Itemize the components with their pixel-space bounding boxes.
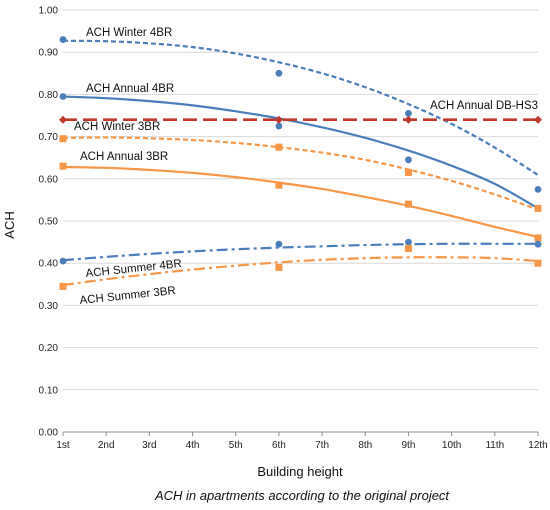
x-tick-label: 8th bbox=[358, 440, 372, 451]
y-tick-label: 0.00 bbox=[39, 428, 59, 439]
data-point-ach-summer-3br bbox=[275, 263, 283, 271]
x-tick-label: 2nd bbox=[98, 440, 115, 451]
data-point-ach-summer-3br bbox=[534, 259, 542, 267]
data-point-ach-winter-4br bbox=[534, 185, 542, 193]
data-point-ach-annual-db-hs3 bbox=[534, 115, 542, 124]
y-tick-label: 0.20 bbox=[39, 343, 59, 354]
data-point-ach-summer-3br bbox=[404, 244, 412, 252]
series-line-ach-annual-3br bbox=[62, 165, 539, 239]
series-label-ach-annual-3br: ACH Annual 3BR bbox=[80, 151, 168, 163]
x-tick-label: 11th bbox=[485, 440, 504, 451]
series-label-ach-winter-3br: ACH Winter 3BR bbox=[74, 121, 160, 133]
x-tick-label: 7th bbox=[315, 440, 329, 451]
series-line-ach-winter-4br bbox=[62, 39, 539, 176]
series-line-ach-winter-3br bbox=[62, 136, 539, 211]
data-point-ach-annual-4br bbox=[275, 122, 283, 130]
y-tick-label: 0.70 bbox=[39, 132, 59, 143]
x-tick-label: 3rd bbox=[142, 440, 156, 451]
y-tick-label: 1.00 bbox=[39, 6, 59, 17]
data-point-ach-annual-db-hs3 bbox=[274, 115, 283, 124]
y-tick-label: 0.80 bbox=[39, 90, 59, 101]
series-label-ach-winter-4br: ACH Winter 4BR bbox=[86, 27, 172, 39]
data-point-ach-winter-3br bbox=[59, 135, 67, 143]
series-label-ach-annual-db-hs3: ACH Annual DB-HS3 bbox=[430, 100, 538, 112]
data-point-ach-annual-4br bbox=[59, 93, 67, 100]
data-point-ach-winter-4br bbox=[275, 69, 283, 77]
data-point-ach-winter-3br bbox=[404, 168, 412, 176]
grid-layer bbox=[63, 9, 538, 433]
data-point-ach-summer-4br bbox=[275, 240, 283, 248]
x-axis-title: Building height bbox=[257, 464, 343, 479]
y-tick-label: 0.60 bbox=[39, 174, 59, 185]
data-point-ach-summer-4br bbox=[534, 240, 542, 248]
data-point-ach-annual-3br bbox=[404, 200, 412, 208]
data-point-ach-winter-3br bbox=[275, 143, 283, 151]
x-tick-label: 6th bbox=[272, 440, 286, 451]
axis-layer: 0.00 0.10 0.20 0.30 0.40 0.50 0.60 0.70 0.80 0.90… bbox=[39, 6, 548, 452]
label-layer: ACH Winter 4BR ACH Annual 4BR ACH Annual D… bbox=[74, 27, 538, 307]
data-point-ach-annual-db-hs3 bbox=[59, 115, 67, 124]
y-tick-label: 0.40 bbox=[39, 259, 59, 270]
y-tick-label: 0.10 bbox=[39, 385, 59, 396]
x-tick-label: 4th bbox=[186, 440, 200, 451]
data-point-ach-annual-3br bbox=[534, 234, 542, 242]
series-line-ach-annual-4br bbox=[62, 95, 539, 210]
data-point-ach-winter-3br bbox=[534, 204, 542, 212]
series-label-ach-annual-4br: ACH Annual 4BR bbox=[86, 83, 174, 95]
data-point-ach-summer-4br bbox=[59, 257, 67, 265]
x-tick-label: 9th bbox=[402, 440, 416, 451]
series-line-ach-summer-3br bbox=[62, 256, 539, 287]
y-tick-label: 0.50 bbox=[39, 217, 59, 228]
x-tick-label: 10th bbox=[442, 440, 461, 451]
y-axis-title: ACH bbox=[2, 211, 17, 238]
y-tick-label: 0.30 bbox=[39, 301, 59, 312]
x-tick-label: 5th bbox=[229, 440, 243, 451]
data-point-ach-winter-4br bbox=[405, 109, 412, 117]
data-point-ach-annual-3br bbox=[59, 162, 67, 170]
x-tick-label: 1st bbox=[56, 440, 70, 451]
data-point-ach-summer-3br bbox=[59, 282, 67, 290]
series-label-ach-summer-3br: ACH Summer 3BR bbox=[79, 285, 176, 307]
series-layer bbox=[59, 36, 542, 290]
series-line-ach-summer-4br bbox=[62, 242, 538, 262]
data-point-ach-annual-3br bbox=[275, 181, 283, 189]
data-point-ach-summer-4br bbox=[405, 238, 412, 246]
data-point-ach-annual-4br bbox=[405, 156, 412, 164]
data-point-ach-annual-db-hs3 bbox=[404, 115, 413, 124]
chart-caption: ACH in apartments according to the origi… bbox=[154, 488, 450, 503]
x-tick-label: 12th bbox=[528, 440, 547, 451]
y-tick-label: 0.90 bbox=[39, 48, 59, 59]
data-point-ach-winter-4br bbox=[59, 36, 67, 43]
